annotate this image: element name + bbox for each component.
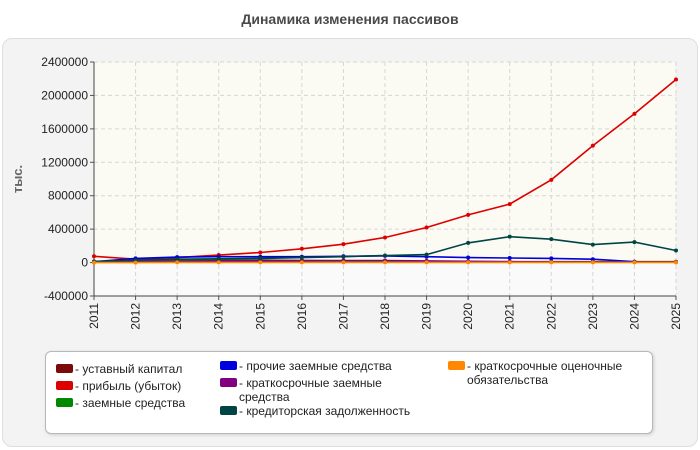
data-point <box>175 260 180 265</box>
legend-label: - прочие заемные средства <box>239 359 392 373</box>
legend-item: - заемные средства <box>56 396 216 410</box>
data-point <box>92 260 96 265</box>
data-point <box>507 202 512 207</box>
legend-label: - кредиторская задолженность <box>239 404 411 418</box>
legend-item: - краткосрочные заемные средства <box>220 376 410 404</box>
legend-item: - уставный капитал <box>56 362 216 376</box>
x-tick-label: 2022 <box>544 303 558 330</box>
y-tick-label: -400000 <box>44 289 88 303</box>
x-tick-label: 2025 <box>669 303 683 330</box>
legend-swatch <box>56 381 73 390</box>
data-point <box>632 260 637 265</box>
x-tick-label: 2016 <box>295 303 309 330</box>
legend-swatch <box>56 398 73 407</box>
x-tick-label: 2019 <box>420 303 434 330</box>
y-tick-label: 0 <box>81 256 88 270</box>
data-point <box>466 255 471 260</box>
x-tick-label: 2015 <box>253 303 267 330</box>
legend-label: - заемные средства <box>75 396 186 410</box>
legend-item: - кредиторская задолженность <box>220 404 435 418</box>
legend-swatch <box>448 361 465 370</box>
data-point <box>424 260 429 265</box>
data-point <box>590 143 595 148</box>
y-tick-label: 1600000 <box>41 122 88 136</box>
data-point <box>383 260 387 265</box>
chart-title: Динамика изменения пассивов <box>241 11 459 27</box>
legend-item: - прибыль (убыток) <box>56 379 216 393</box>
legend-item: - краткосрочные оценочные обязательства <box>448 359 648 387</box>
x-tick-label: 2013 <box>170 303 184 330</box>
data-point <box>466 260 471 265</box>
data-point <box>341 254 346 259</box>
legend-swatch <box>56 364 73 373</box>
data-point <box>341 260 346 265</box>
legend-label: - краткосрочные заемные средства <box>239 376 382 404</box>
data-point <box>92 254 96 259</box>
y-tick-label: 800000 <box>48 189 88 203</box>
data-point <box>507 255 512 260</box>
data-point <box>258 256 263 261</box>
data-point <box>258 260 263 265</box>
data-point <box>674 77 678 82</box>
data-point <box>549 237 554 242</box>
x-tick-label: 2018 <box>378 303 392 330</box>
legend-swatch <box>220 406 237 415</box>
x-tick-label: 2021 <box>503 303 517 330</box>
data-point <box>590 242 595 247</box>
data-point <box>299 260 304 265</box>
data-point <box>632 240 637 245</box>
data-point <box>424 252 429 257</box>
legend-swatch <box>220 378 237 387</box>
data-point <box>216 260 221 265</box>
data-point <box>674 260 678 265</box>
y-tick-label: 400000 <box>48 222 88 236</box>
data-point <box>341 242 346 247</box>
data-point <box>258 250 263 255</box>
data-point <box>507 234 512 239</box>
data-point <box>299 246 304 251</box>
data-point <box>466 240 471 245</box>
legend-swatch <box>220 361 237 370</box>
data-point <box>549 260 554 265</box>
legend-label: - прибыль (убыток) <box>75 379 182 393</box>
y-tick-label: 1200000 <box>41 155 88 169</box>
legend: - уставный капитал - прибыль (убыток) - за… <box>45 351 653 434</box>
x-tick-label: 2024 <box>627 303 641 330</box>
data-point <box>549 177 554 182</box>
y-tick-label: 2400000 <box>41 55 88 69</box>
data-point <box>590 257 595 262</box>
data-point <box>632 111 637 116</box>
data-point <box>549 256 554 261</box>
x-tick-label: 2012 <box>129 303 143 330</box>
data-point <box>175 257 180 262</box>
data-point <box>466 212 471 217</box>
data-point <box>216 256 221 261</box>
data-point <box>383 235 387 240</box>
x-tick-label: 2011 <box>87 303 101 329</box>
x-tick-label: 2014 <box>212 303 226 330</box>
y-tick-label: 2000000 <box>41 88 88 102</box>
data-point <box>133 260 138 265</box>
legend-label: - уставный капитал <box>75 362 183 376</box>
legend-item: - прочие заемные средства <box>220 359 435 373</box>
data-point <box>383 253 387 258</box>
y-axis-label: тыс. <box>10 165 25 193</box>
data-point <box>507 260 512 265</box>
x-tick-label: 2017 <box>336 303 350 330</box>
series-6 <box>92 260 678 265</box>
legend-label: - краткосрочные оценочные обязательства <box>467 359 623 387</box>
data-point <box>590 260 595 265</box>
x-tick-label: 2023 <box>586 303 600 330</box>
data-point <box>299 255 304 260</box>
data-point <box>674 248 678 253</box>
x-tick-label: 2020 <box>461 303 475 330</box>
data-point <box>424 225 429 230</box>
